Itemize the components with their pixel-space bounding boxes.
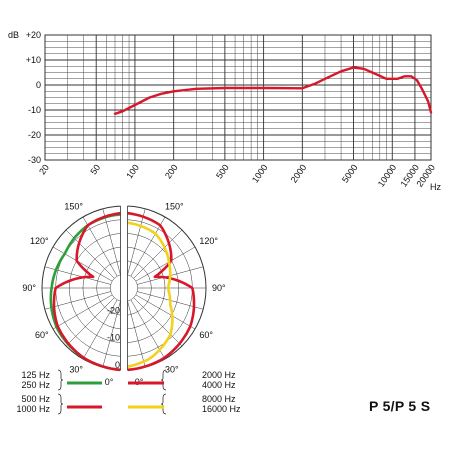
- polar-angle-label: 60°: [35, 330, 49, 340]
- polar-legend-brace: [160, 393, 167, 415]
- freq-x-tick-label: 200: [163, 163, 180, 181]
- freq-y-tick-label: -20: [28, 130, 41, 140]
- freq-x-tick-label: 1000: [250, 163, 270, 185]
- freq-x-tick-label: 500: [214, 163, 231, 181]
- polar-angle-label: 90°: [212, 283, 226, 293]
- freq-x-tick-label: 50: [88, 163, 102, 177]
- polar-spoke: [65, 297, 115, 347]
- polar-spoke: [82, 299, 118, 360]
- polar-legend-brace: [57, 369, 64, 391]
- frequency-response-chart: dB Hz +20 +10 0 -10 -20 -30 20 50 100 200 500 1000…: [8, 30, 441, 192]
- polar-angle-label: 120°: [30, 236, 49, 246]
- freq-plot-frame: [44, 34, 432, 161]
- model-label: P 5/P 5 S: [369, 398, 431, 414]
- freq-y-tick-label: +20: [26, 30, 41, 40]
- freq-x-tick-label: 10000: [376, 163, 399, 189]
- polar-spoke: [127, 301, 146, 368]
- polar-legend-label: 1000 Hz: [16, 404, 50, 414]
- polar-spoke: [130, 216, 166, 277]
- polar-legend-label: 2000 Hz: [202, 370, 236, 380]
- polar-ring-label: -10: [107, 333, 120, 343]
- polar-angle-label: 120°: [199, 236, 218, 246]
- freq-x-unit-label: Hz: [430, 182, 441, 192]
- polar-ring-label: 0: [115, 360, 120, 370]
- polar-angle-label: 30°: [69, 364, 83, 374]
- freq-series: [113, 66, 433, 115]
- polar-spoke: [133, 229, 183, 279]
- polar-ring-labels: -20 -10 0: [107, 305, 120, 370]
- polar-angle-label: 150°: [165, 202, 184, 212]
- polar-angle-label: 150°: [64, 202, 83, 212]
- polar-legend-label: 500 Hz: [21, 394, 50, 404]
- polar-legend-label: 4000 Hz: [202, 380, 236, 390]
- polar-angle-label: 60°: [199, 330, 213, 340]
- freq-x-tick-label: 5000: [340, 163, 360, 185]
- freq-y-ticks: +20 +10 0 -10 -20 -30: [26, 30, 41, 165]
- polar-angle-label: 30°: [165, 364, 179, 374]
- freq-response-line: [113, 66, 433, 115]
- polar-legend-brace: [160, 369, 167, 391]
- freq-x-tick-label: 2000: [289, 163, 309, 185]
- polar-spoke: [65, 229, 115, 279]
- freq-grid: [44, 34, 432, 161]
- polar-spoke: [102, 208, 121, 275]
- polar-spoke: [102, 301, 121, 368]
- freq-x-tick-label: 100: [124, 163, 141, 181]
- polar-spoke: [133, 297, 183, 347]
- polar-spoke: [44, 291, 111, 310]
- polar-legend-label: 16000 Hz: [202, 404, 241, 414]
- polar-legend-label: 250 Hz: [21, 380, 50, 390]
- polar-spoke: [135, 246, 196, 282]
- freq-y-unit-label: dB: [8, 30, 19, 40]
- freq-x-tick-label: 20: [37, 163, 51, 177]
- polar-angle-label: 0°: [105, 377, 114, 387]
- polar-pattern-line: [52, 211, 126, 372]
- polar-angle-label: 90°: [22, 283, 36, 293]
- polar-legend-brace: [57, 393, 64, 415]
- polar-angle-labels: 0°30°60°90°120°150°180°180°150°120°90°60…: [22, 202, 226, 387]
- polar-legend-label: 8000 Hz: [202, 394, 236, 404]
- polar-legend-label: 125 Hz: [21, 370, 50, 380]
- polar-spoke: [82, 216, 118, 277]
- freq-y-tick-label: +10: [26, 55, 41, 65]
- polar-pattern-line: [122, 211, 196, 372]
- polar-series: [49, 211, 196, 372]
- freq-y-tick-label: -30: [28, 155, 41, 165]
- polar-ring-label: -20: [107, 305, 120, 315]
- polar-pattern-line: [49, 212, 126, 372]
- freq-y-tick-label: -10: [28, 105, 41, 115]
- polar-spoke: [52, 246, 113, 282]
- polar-spoke: [127, 208, 146, 275]
- polar-center-gap: [120, 204, 128, 372]
- freq-y-tick-label: 0: [36, 80, 41, 90]
- polar-spine: [120, 204, 128, 372]
- polar-pattern-chart: 0°30°60°90°120°150°180°180°150°120°90°60…: [16, 202, 241, 415]
- polar-spoke: [135, 294, 196, 330]
- polar-spoke: [52, 294, 113, 330]
- polar-pattern-line: [122, 221, 174, 369]
